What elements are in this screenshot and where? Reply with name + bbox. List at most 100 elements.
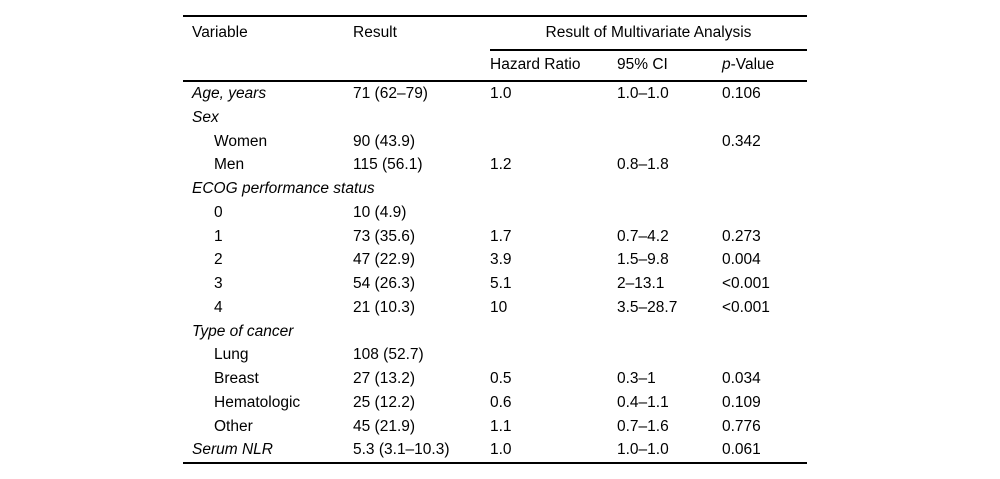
cell-hazard-ratio: 10 (490, 298, 508, 316)
table-row: Lung 108 (52.7) (183, 343, 807, 367)
table-header-row-1: Variable Result Result of Multivariate A… (183, 17, 807, 51)
table-row: Hematologic 25 (12.2) 0.6 0.4–1.1 0.109 (183, 391, 807, 415)
cell-variable: 0 (214, 203, 223, 221)
cell-95ci (617, 177, 722, 201)
table-row: Other 45 (21.9) 1.1 0.7–1.6 0.776 (183, 415, 807, 439)
cell-95ci (617, 106, 722, 130)
cell-95ci: 0.3–1 (617, 370, 656, 388)
cell-variable: Women (214, 132, 268, 150)
table-body: Age, years 71 (62–79) 1.0 1.0–1.0 0.106 Sex Wo… (183, 82, 807, 462)
cell-result: 115 (56.1) (353, 156, 423, 174)
cell-95ci (617, 201, 722, 225)
cell-95ci: 2–13.1 (617, 275, 665, 293)
table-row: Age, years 71 (62–79) 1.0 1.0–1.0 0.106 (183, 82, 807, 106)
cell-result: 45 (21.9) (353, 417, 416, 435)
column-header-result: Result (353, 24, 397, 42)
cell-variable: Hematologic (214, 393, 301, 411)
cell-result (353, 106, 490, 130)
p-value-italic-p: p (722, 55, 731, 73)
cell-result: 47 (22.9) (353, 251, 416, 269)
cell-result: 71 (62–79) (353, 85, 428, 103)
multivariate-analysis-table: Variable Result Result of Multivariate A… (183, 15, 807, 464)
cell-hazard-ratio (490, 201, 617, 225)
cell-p-value (722, 177, 807, 201)
table-row: Breast 27 (13.2) 0.5 0.3–1 0.034 (183, 367, 807, 391)
table-row: 1 73 (35.6) 1.7 0.7–4.2 0.273 (183, 225, 807, 249)
cell-hazard-ratio: 0.5 (490, 370, 512, 388)
cell-result: 10 (4.9) (353, 203, 407, 221)
table-row: Women 90 (43.9) 0.342 (183, 130, 807, 154)
cell-p-value (722, 201, 807, 225)
cell-95ci (617, 320, 722, 344)
cell-95ci (617, 343, 722, 367)
cell-hazard-ratio (490, 130, 617, 154)
cell-95ci: 1.5–9.8 (617, 251, 669, 269)
cell-p-value: 0.061 (722, 441, 761, 459)
cell-variable: 1 (214, 227, 223, 245)
cell-p-value: 0.109 (722, 393, 761, 411)
cell-p-value: <0.001 (722, 298, 770, 316)
cell-variable: Type of cancer (192, 322, 294, 340)
table-row: Men 115 (56.1) 1.2 0.8–1.8 (183, 153, 807, 177)
cell-variable: 4 (214, 298, 223, 316)
cell-95ci: 0.7–1.6 (617, 417, 669, 435)
cell-hazard-ratio: 1.0 (490, 441, 512, 459)
header-spacer-variable (183, 49, 353, 80)
cell-95ci: 0.4–1.1 (617, 393, 669, 411)
cell-variable: Age, years (192, 85, 267, 103)
cell-p-value: <0.001 (722, 275, 770, 293)
cell-variable: Serum NLR (192, 441, 273, 459)
cell-hazard-ratio: 0.6 (490, 393, 512, 411)
cell-p-value: 0.034 (722, 370, 761, 388)
cell-95ci: 0.8–1.8 (617, 156, 669, 174)
cell-result (353, 320, 490, 344)
cell-result: 5.3 (3.1–10.3) (353, 441, 450, 459)
cell-variable: Sex (192, 108, 219, 126)
cell-result: 27 (13.2) (353, 370, 416, 388)
cell-variable: Other (214, 417, 253, 435)
cell-hazard-ratio (490, 343, 617, 367)
table-row: 2 47 (22.9) 3.9 1.5–9.8 0.004 (183, 248, 807, 272)
column-header-variable: Variable (192, 24, 248, 42)
cell-variable: Breast (214, 370, 259, 388)
multivariate-analysis-group-header: Result of Multivariate Analysis (490, 17, 807, 51)
cell-variable: ECOG performance status (192, 180, 375, 198)
cell-p-value (722, 106, 807, 130)
cell-variable: 3 (214, 275, 223, 293)
table-row: Type of cancer (183, 320, 807, 344)
cell-p-value: 0.342 (722, 132, 761, 150)
cell-p-value: 0.273 (722, 227, 761, 245)
cell-hazard-ratio: 1.7 (490, 227, 512, 245)
cell-95ci: 3.5–28.7 (617, 298, 678, 316)
table-row: Serum NLR 5.3 (3.1–10.3) 1.0 1.0–1.0 0.061 (183, 438, 807, 462)
cell-result: 73 (35.6) (353, 227, 416, 245)
cell-p-value: 0.106 (722, 85, 761, 103)
cell-95ci: 1.0–1.0 (617, 441, 669, 459)
cell-result: 90 (43.9) (353, 132, 416, 150)
cell-hazard-ratio: 1.2 (490, 156, 512, 174)
cell-variable: 2 (214, 251, 223, 269)
cell-p-value: 0.004 (722, 251, 761, 269)
cell-p-value (722, 343, 807, 367)
cell-hazard-ratio (490, 320, 617, 344)
table-row: 0 10 (4.9) (183, 201, 807, 225)
cell-p-value (722, 320, 807, 344)
cell-hazard-ratio (490, 177, 617, 201)
table-header-row-2: Hazard Ratio 95% CI p -Value (183, 49, 807, 80)
cell-variable: Men (214, 156, 245, 174)
cell-95ci (617, 130, 722, 154)
cell-result: 21 (10.3) (353, 298, 416, 316)
table-row: Sex (183, 106, 807, 130)
cell-p-value: 0.776 (722, 417, 761, 435)
cell-result: 25 (12.2) (353, 393, 416, 411)
cell-95ci: 1.0–1.0 (617, 85, 669, 103)
cell-hazard-ratio: 1.0 (490, 85, 512, 103)
cell-hazard-ratio: 1.1 (490, 417, 512, 435)
column-header-p-value: p -Value (722, 49, 807, 80)
table-row: 4 21 (10.3) 10 3.5–28.7 <0.001 (183, 296, 807, 320)
column-header-95ci: 95% CI (617, 55, 668, 73)
cell-result: 108 (52.7) (353, 346, 424, 364)
cell-result (353, 177, 490, 201)
header-spacer-result (353, 49, 490, 80)
